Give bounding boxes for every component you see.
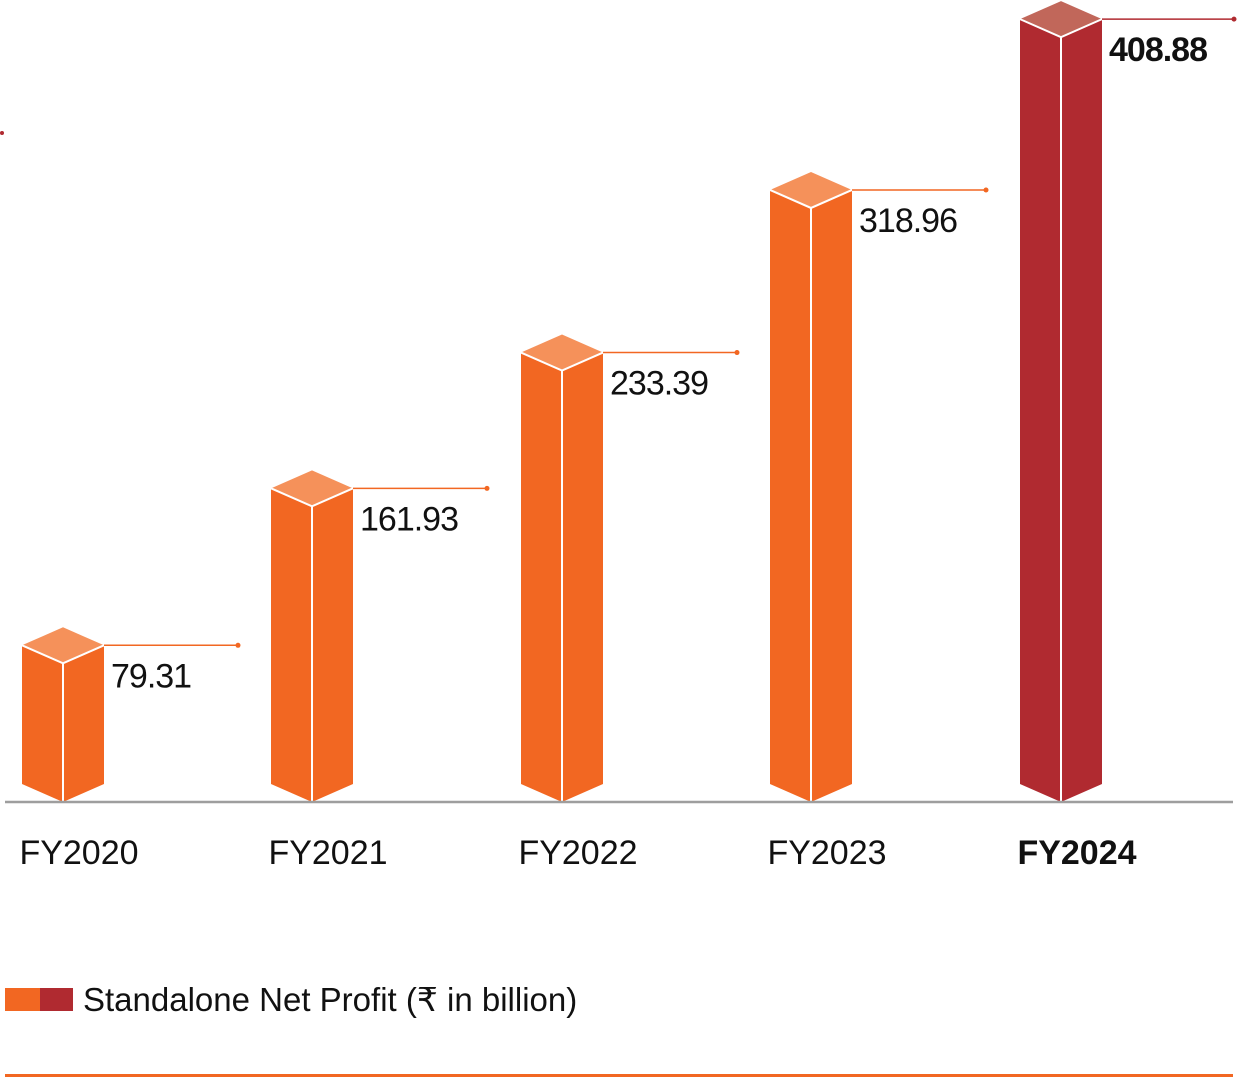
bar-FY2022: 233.39: [520, 334, 740, 802]
bar-left-face: [770, 189, 811, 802]
bar-right-face: [63, 645, 104, 802]
data-label: 318.96: [859, 202, 957, 240]
data-label: 161.93: [360, 500, 458, 538]
bar-FY2021: 161.93: [270, 470, 490, 802]
bar-right-face: [312, 488, 353, 802]
x-tick-label: FY2023: [767, 834, 886, 872]
legend-swatch-orange: [5, 988, 40, 1011]
bar-top-face: [1020, 1, 1102, 38]
legend-swatch-red: [40, 988, 73, 1011]
x-tick-label: FY2021: [268, 834, 387, 872]
bar-right-face: [1061, 19, 1102, 803]
decorative-dot: [0, 131, 4, 135]
leader-dot: [734, 350, 740, 356]
bar-left-face: [22, 645, 63, 802]
leader-dot: [484, 485, 490, 491]
data-label: 79.31: [111, 657, 191, 695]
bar-left-face: [271, 488, 312, 802]
legend: Standalone Net Profit (₹ in billion): [5, 981, 577, 1018]
x-tick-labels: FY2020 FY2021 FY2022 FY2023 FY2024: [19, 834, 1136, 872]
bar-FY2024: 408.88: [1019, 1, 1237, 803]
bar-right-face: [562, 352, 603, 802]
leader-dot: [1231, 16, 1237, 22]
bar-FY2023: 318.96: [769, 171, 989, 802]
data-label: 233.39: [610, 365, 708, 403]
legend-label: Standalone Net Profit (₹ in billion): [83, 981, 577, 1018]
x-tick-label: FY2024: [1017, 834, 1136, 872]
bar-left-face: [1020, 19, 1061, 803]
x-tick-label: FY2020: [19, 834, 138, 872]
leader-dot: [235, 642, 241, 648]
bar-right-face: [811, 189, 852, 802]
bars-group: 79.31 161.93 233.39 318.96 408.88: [21, 1, 1237, 803]
bar-left-face: [521, 352, 562, 802]
data-label: 408.88: [1109, 31, 1207, 69]
bar-FY2020: 79.31: [21, 627, 241, 802]
x-tick-label: FY2022: [518, 834, 637, 872]
leader-dot: [983, 187, 989, 193]
